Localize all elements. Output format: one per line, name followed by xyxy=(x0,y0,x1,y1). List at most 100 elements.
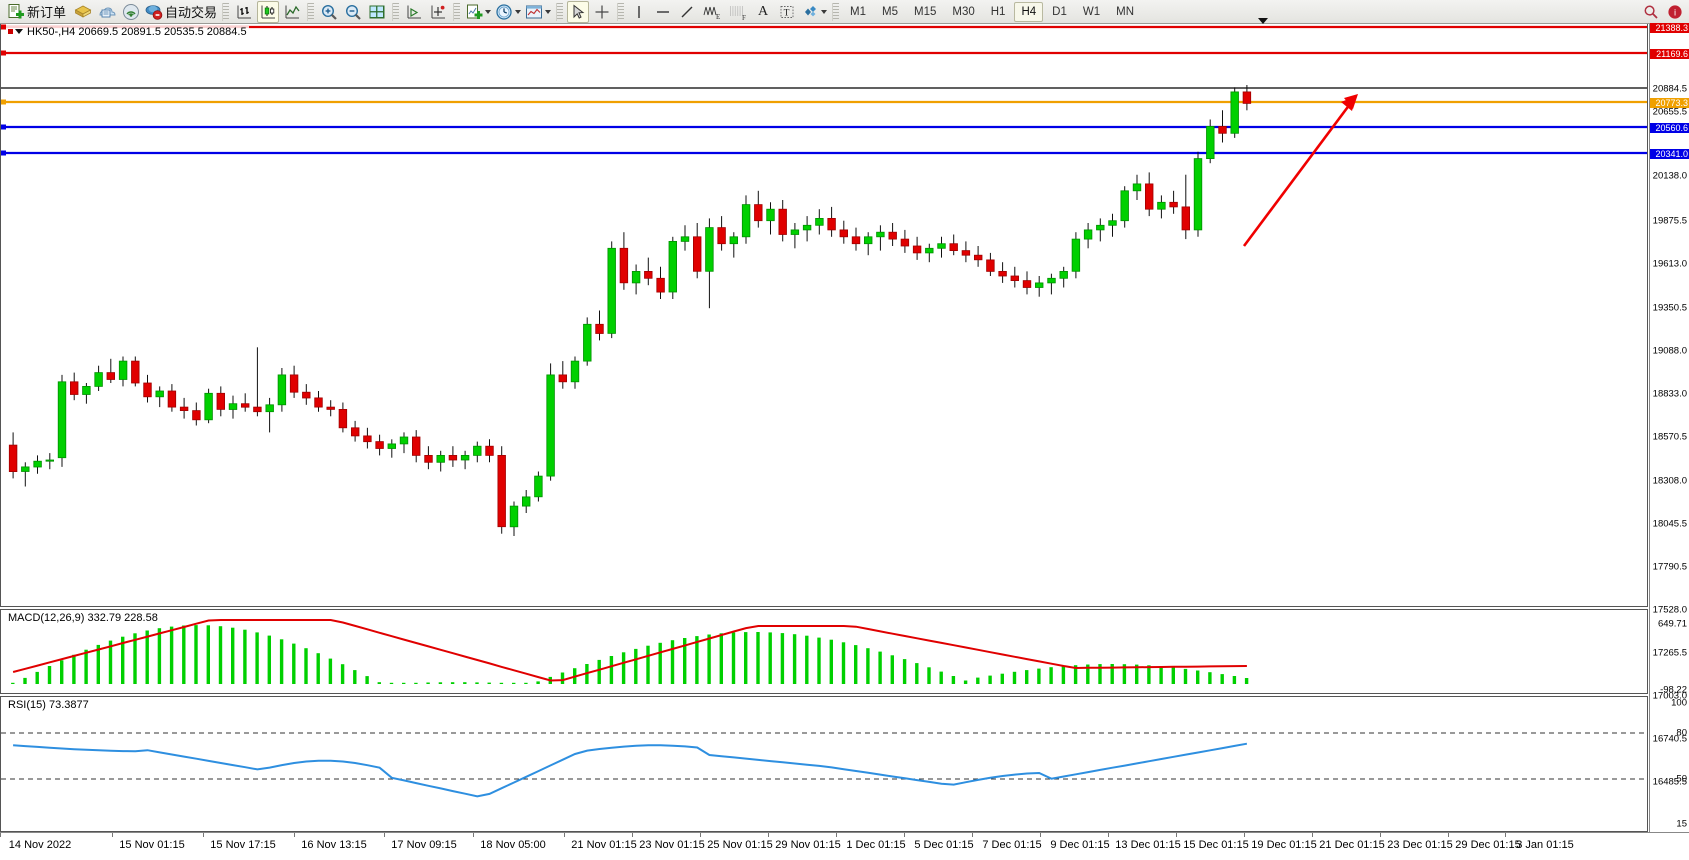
bar-chart-button[interactable] xyxy=(233,1,255,23)
timeframe-m15[interactable]: M15 xyxy=(914,5,937,18)
rsi-label: RSI(15) 73.3877 xyxy=(6,699,91,711)
level-handle-21169[interactable] xyxy=(1,50,6,56)
data-window-icon xyxy=(369,5,385,18)
time-axis[interactable]: 14 Nov 2022 15 Nov 01:15 15 Nov 17:15 16 No… xyxy=(0,832,1689,860)
period-separator-button[interactable] xyxy=(494,1,522,23)
candle-body xyxy=(876,231,885,238)
chevron-down-icon[interactable] xyxy=(515,9,522,14)
chevron-down-icon[interactable] xyxy=(545,9,552,14)
autotrade-button[interactable]: 自动交易 xyxy=(144,1,218,23)
macd-histogram-bar xyxy=(597,659,601,684)
horizontal-line-tool-button[interactable] xyxy=(652,1,674,23)
timeframe-h1[interactable]: H1 xyxy=(990,5,1006,18)
timeframe-d1[interactable]: D1 xyxy=(1052,5,1067,18)
macd-histogram-bar xyxy=(744,632,748,684)
search-button[interactable] xyxy=(1640,1,1662,23)
macd-histogram-bar xyxy=(695,636,699,684)
svg-text:E: E xyxy=(716,13,720,21)
line-chart-button[interactable] xyxy=(281,1,303,23)
price-tag-20560-6[interactable]: 20560.6 xyxy=(1650,123,1689,133)
candle-body xyxy=(839,229,848,238)
candlestick-chart-button[interactable] xyxy=(257,0,280,23)
price-tag-21169-6[interactable]: 21169.6 xyxy=(1650,49,1689,59)
macd-label: MACD(12,26,9) 332.79 228.58 xyxy=(6,612,160,624)
chevron-down-icon[interactable] xyxy=(821,9,828,14)
timeframe-m1[interactable]: M1 xyxy=(850,5,867,18)
rsi-scale-label: 50 xyxy=(1676,773,1687,785)
data-window-button[interactable] xyxy=(366,1,388,23)
macd-histogram-bar xyxy=(72,654,76,684)
candle-body xyxy=(411,436,421,456)
level-handle-21388[interactable] xyxy=(1,24,6,30)
shapes-tool-button[interactable] xyxy=(800,1,828,23)
help-icon: i xyxy=(1668,4,1682,19)
signals-button[interactable] xyxy=(120,1,142,23)
help-button[interactable]: i xyxy=(1664,1,1686,23)
cursor-tool-button[interactable] xyxy=(567,0,590,23)
fibonacci-tool-button[interactable]: F xyxy=(726,1,750,23)
timeframe-w1[interactable]: W1 xyxy=(1082,5,1101,18)
autoscroll-button[interactable] xyxy=(427,1,449,23)
candle-body xyxy=(986,259,995,272)
candle-body xyxy=(387,443,396,449)
trendline-tool-button[interactable] xyxy=(676,1,698,23)
add-indicator-button[interactable] xyxy=(464,1,492,23)
rsi-indicator-pane[interactable]: RSI(15) 73.3877 xyxy=(0,696,1648,832)
macd-canvas[interactable] xyxy=(1,610,1647,693)
timeframe-mn[interactable]: MN xyxy=(1116,5,1134,18)
macd-histogram-bar xyxy=(536,681,540,684)
vertical-line-tool-button[interactable] xyxy=(628,1,650,23)
wallet-button[interactable] xyxy=(72,1,94,23)
line-chart-icon xyxy=(285,5,300,18)
text-tool-button[interactable]: A xyxy=(752,1,774,23)
price-chart-pane[interactable]: HK50-,H4 20669.5 20891.5 20535.5 20884.5 xyxy=(0,24,1648,607)
zoom-in-button[interactable] xyxy=(318,1,340,23)
price-tag-20341-0[interactable]: 20341.0 xyxy=(1650,149,1689,159)
elliott-wave-tool-button[interactable]: E xyxy=(700,1,724,23)
price-chart-canvas[interactable] xyxy=(1,24,1647,605)
trendline-icon xyxy=(681,6,693,17)
candle-body xyxy=(192,410,201,421)
level-handle-20560[interactable] xyxy=(1,124,6,130)
candle-body xyxy=(644,270,653,279)
candle-body xyxy=(1059,270,1068,279)
new-order-button[interactable]: 新订单 xyxy=(3,1,70,23)
candle-body xyxy=(656,277,665,293)
macd-histogram-bar xyxy=(805,635,809,684)
time-axis-tick xyxy=(1244,833,1245,837)
price-axis[interactable]: 21388.3 21169.6 20884.5 20773.3 20655.5 20560… xyxy=(1649,23,1689,832)
timeframe-m30[interactable]: M30 xyxy=(952,5,975,18)
zoom-out-button[interactable] xyxy=(342,1,364,23)
timeframe-m5[interactable]: M5 xyxy=(882,5,898,18)
level-handle-20341[interactable] xyxy=(1,150,6,156)
candle-body xyxy=(253,406,262,413)
chart-menu-caret-icon[interactable] xyxy=(15,28,23,34)
terminal-button[interactable] xyxy=(96,1,118,23)
templates-button[interactable] xyxy=(524,1,552,23)
textbox-tool-button[interactable]: T xyxy=(776,1,798,23)
level-handle-20773[interactable] xyxy=(1,99,6,105)
price-tag-20773-3[interactable]: 20773.3 xyxy=(1650,98,1689,108)
macd-histogram-bar xyxy=(1073,665,1078,684)
arrow-annotation[interactable] xyxy=(1242,94,1358,247)
rsi-canvas[interactable] xyxy=(1,697,1647,831)
timeframe-group: M1 M5 M15 M30 H1 H4 D1 W1 MN xyxy=(842,1,1142,22)
crosshair-tool-button[interactable] xyxy=(591,1,613,23)
zoom-out-icon xyxy=(346,4,361,20)
scroll-position-marker-icon[interactable] xyxy=(1258,18,1268,24)
candle-body xyxy=(289,374,299,393)
price-tag-21388-3[interactable]: 21388.3 xyxy=(1650,23,1689,33)
macd-histogram-bar xyxy=(243,629,247,684)
macd-histogram-bar xyxy=(609,656,614,684)
macd-histogram-bar xyxy=(792,634,797,684)
timeframe-h4[interactable]: H4 xyxy=(1014,1,1044,22)
chevron-down-icon[interactable] xyxy=(485,9,492,14)
macd-indicator-pane[interactable]: MACD(12,26,9) 332.79 228.58 xyxy=(0,609,1648,694)
shift-chart-button[interactable] xyxy=(403,1,425,23)
macd-histogram-bar xyxy=(817,637,821,684)
macd-histogram-bar xyxy=(1159,666,1163,684)
autotrade-label: 自动交易 xyxy=(165,5,218,20)
terminal-icon xyxy=(99,7,116,17)
candle-body xyxy=(900,238,910,247)
macd-histogram-bar xyxy=(11,682,15,684)
